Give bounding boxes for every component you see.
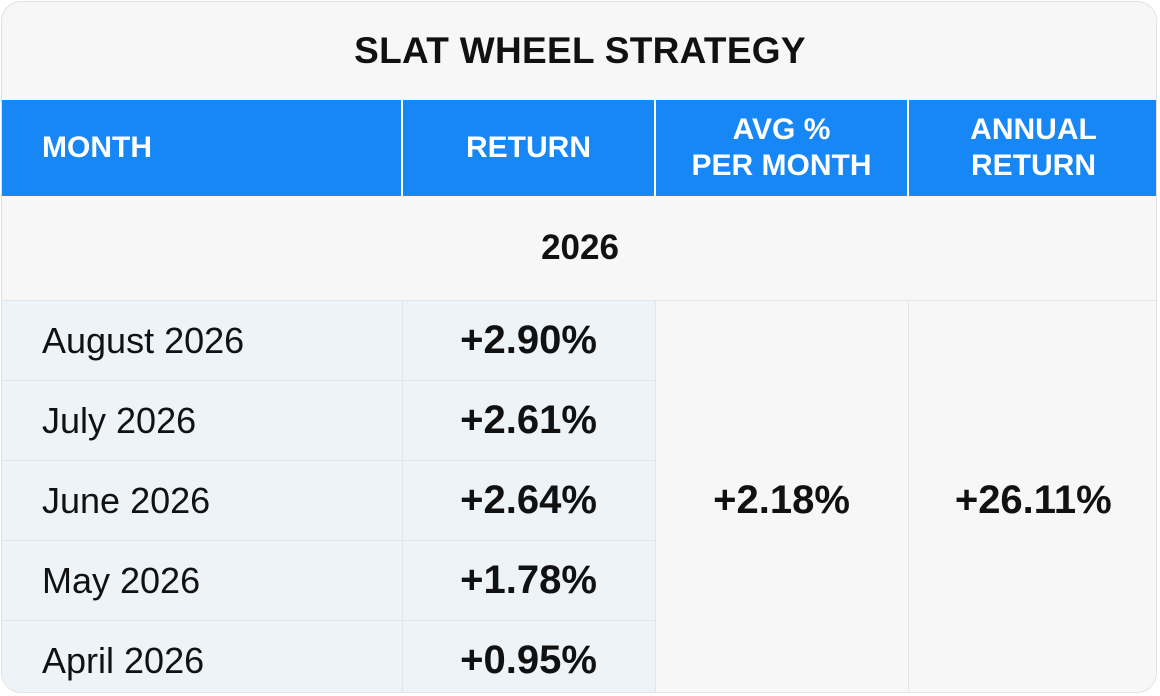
avg-header-line1: AVG % [732, 113, 831, 146]
avg-header-line2: PER MONTH [691, 149, 872, 182]
avg-per-month-value: +2.18% [655, 300, 909, 692]
return-cell: +0.95% [402, 620, 656, 692]
table-row: June 2026 +2.64% [2, 460, 1156, 541]
month-cell: June 2026 [2, 460, 403, 541]
annual-header-line2: RETURN [971, 149, 1096, 182]
return-cell: +2.90% [402, 300, 656, 381]
return-cell: +2.64% [402, 460, 656, 541]
column-header-annual-return: ANNUAL RETURN [908, 100, 1156, 196]
table-row: April 2026 +0.95% [2, 620, 1156, 692]
table-row: August 2026 +2.90% +2.18% +26.11% [2, 300, 1156, 692]
header-row: MONTH RETURN AVG % PER MONTH ANNUAL RETU… [2, 100, 1156, 196]
table-row: May 2026 +1.78% [2, 540, 1156, 621]
returns-table: MONTH RETURN AVG % PER MONTH ANNUAL RETU… [2, 100, 1156, 692]
year-row: 2026 [2, 196, 1156, 301]
return-cell: +2.61% [402, 380, 656, 461]
month-cell: May 2026 [2, 540, 403, 621]
year-label: 2026 [2, 196, 1156, 301]
annual-header-line1: ANNUAL [970, 113, 1097, 146]
column-header-month: MONTH [2, 100, 403, 196]
return-cell: +1.78% [402, 540, 656, 621]
month-cell: April 2026 [2, 620, 403, 692]
month-cell: August 2026 [2, 300, 403, 381]
annual-return-value: +26.11% [908, 300, 1156, 692]
month-cell: July 2026 [2, 380, 403, 461]
table-title: SLAT WHEEL STRATEGY [354, 30, 806, 71]
column-header-avg-per-month: AVG % PER MONTH [655, 100, 909, 196]
table-row: July 2026 +2.61% [2, 380, 1156, 461]
column-header-return: RETURN [402, 100, 656, 196]
